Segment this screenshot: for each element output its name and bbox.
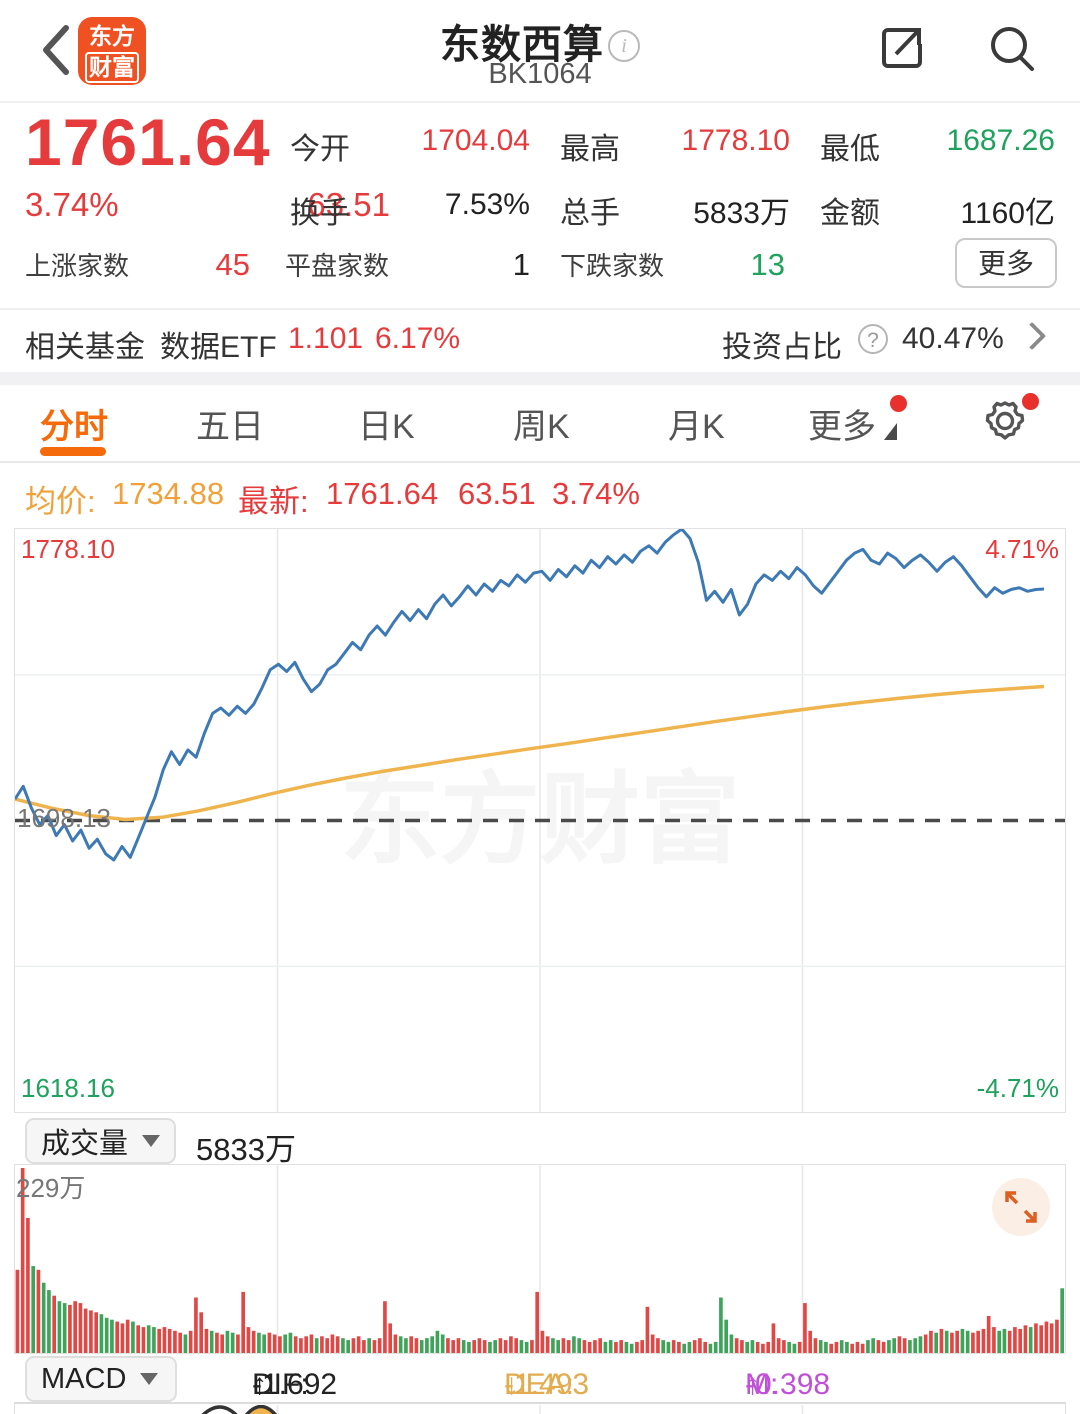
invest-ratio-value: 40.47% <box>902 322 1004 355</box>
stock-code: BK1064 <box>488 58 592 90</box>
more-red-dot-badge <box>890 395 907 412</box>
tab-5day[interactable]: 五日 <box>196 408 264 446</box>
chart-high-pct-label: 4.71% <box>985 534 1059 564</box>
volume-indicator-selector[interactable]: 成交量 <box>25 1118 177 1164</box>
chart-low-pct-label: -4.71% <box>976 1073 1059 1103</box>
stat-label: 总手 <box>560 197 620 230</box>
stat-value: 5833万 <box>693 197 790 230</box>
stat-value: 7.53% <box>444 188 530 221</box>
logo-line2: 财富 <box>85 51 139 84</box>
fund-nav: 1.101 <box>288 322 364 355</box>
header: 东方 财富 东数西算 i BK1064 <box>0 0 1080 103</box>
stat-label: 换手 <box>290 197 350 230</box>
tab-weekly-k[interactable]: 周K <box>513 408 570 446</box>
macd-indicator-selector[interactable]: MACD <box>25 1356 177 1402</box>
tab-minute[interactable]: 分时 <box>40 408 108 446</box>
share-icon[interactable] <box>876 22 928 74</box>
stat-value: 1704.04 <box>421 124 530 157</box>
chart-low-label: 1618.16 <box>21 1073 115 1103</box>
avg-value: 1734.88 <box>112 476 225 511</box>
expand-chart-button[interactable] <box>992 1178 1050 1236</box>
fund-pct: 6.17% <box>375 322 461 355</box>
volume-value: 5833万 <box>196 1132 296 1167</box>
average-price-line <box>15 684 1045 822</box>
dif-curve-top <box>245 1404 277 1414</box>
price-line <box>15 529 1045 862</box>
unchanged: 平盘家数 1 <box>285 246 530 283</box>
related-fund-label: 相关基金 <box>25 331 145 364</box>
tab-daily-k[interactable]: 日K <box>358 408 415 446</box>
current-price: 1761.64 <box>25 105 271 179</box>
caret-down-icon <box>140 1373 159 1385</box>
chart-high-label: 1778.10 <box>21 534 115 564</box>
invest-ratio-label: 投资占比 <box>722 331 842 364</box>
breadth-label: 平盘家数 <box>285 251 390 281</box>
gear-red-dot-badge <box>1022 393 1039 410</box>
tab-monthly-k[interactable]: 月K <box>668 408 725 446</box>
breadth-value: 1 <box>512 247 530 282</box>
change-row: 3.74% 63.51 <box>25 186 390 224</box>
macd-legend-row: DIF: -1.692 ↑ DEA: -1.493 ↓ M: -0.398 ↑ <box>252 1368 831 1401</box>
stat-amount: 金额 1160亿 <box>820 188 1055 232</box>
macd-chart-partial[interactable]: 0.000 <box>14 1402 1066 1414</box>
volume-selector-label: 成交量 <box>41 1128 129 1160</box>
stat-value: 1778.10 <box>681 124 790 157</box>
gear-icon[interactable] <box>982 397 1028 443</box>
breadth-label: 下跌家数 <box>560 251 665 281</box>
section-gap <box>0 372 1080 385</box>
chart-tabs: 分时 五日 日K 周K 月K 更多 <box>0 385 1080 463</box>
advancers: 上涨家数 45 <box>25 246 250 283</box>
page-title: 东数西算 <box>440 23 604 67</box>
fund-name: 数据ETF <box>160 331 277 364</box>
chart-baseline-label: 1698.13 <box>17 803 111 833</box>
stat-label: 金额 <box>820 197 880 230</box>
avg-label: 均价: <box>25 484 96 519</box>
volume-max-label: 229万 <box>16 1173 86 1203</box>
dif-curve-top <box>201 1405 238 1414</box>
tab-more[interactable]: 更多 <box>808 408 876 446</box>
chevron-right-icon <box>1017 321 1047 351</box>
stat-value: 1687.26 <box>946 124 1055 157</box>
breadth-value: 13 <box>750 247 785 282</box>
divider <box>0 308 1080 310</box>
more-triangle-icon <box>884 423 897 440</box>
volume-chart[interactable] <box>14 1164 1066 1354</box>
caret-down-icon <box>142 1135 161 1147</box>
breadth-value: 45 <box>215 247 250 282</box>
stat-open: 今开 1704.04 <box>290 124 530 168</box>
back-icon[interactable] <box>40 24 70 76</box>
logo-line1: 东方 <box>89 23 135 49</box>
question-icon[interactable]: ? <box>858 324 888 354</box>
stat-turnover: 换手 7.53% <box>290 188 530 232</box>
breadth-label: 上涨家数 <box>25 251 130 281</box>
latest-change: 63.51 <box>458 476 536 511</box>
decliners: 下跌家数 13 <box>560 246 785 283</box>
more-stats-button[interactable]: 更多 <box>955 238 1057 288</box>
change-amount: 63.51 <box>307 186 390 223</box>
stat-label: 最低 <box>820 133 880 166</box>
eastmoney-logo: 东方 财富 <box>78 17 146 85</box>
search-icon[interactable] <box>986 22 1038 74</box>
change-percent: 3.74% <box>25 186 119 223</box>
line-legend-row: 均价: 1734.88 最新: 1761.64 63.51 3.74% <box>0 462 1080 526</box>
macd-axis-label: 0.000 <box>21 1410 81 1414</box>
macd-selector-label: MACD <box>41 1362 127 1395</box>
latest-percent: 3.74% <box>552 476 640 511</box>
related-fund-row[interactable]: 相关基金 数据ETF 1.101 6.17% 投资占比 ? 40.47% <box>0 310 1080 372</box>
stat-low: 最低 1687.26 <box>820 124 1055 168</box>
latest-label: 最新: <box>238 484 309 519</box>
stat-value: 1160亿 <box>960 197 1055 230</box>
info-icon[interactable]: i <box>608 30 640 62</box>
latest-price: 1761.64 <box>326 476 439 511</box>
stat-label: 最高 <box>560 133 620 166</box>
active-tab-underline <box>40 447 106 456</box>
stat-label: 今开 <box>290 133 350 166</box>
stat-volume: 总手 5833万 <box>560 188 790 232</box>
stat-high: 最高 1778.10 <box>560 124 790 168</box>
volume-bars <box>15 1168 1064 1354</box>
